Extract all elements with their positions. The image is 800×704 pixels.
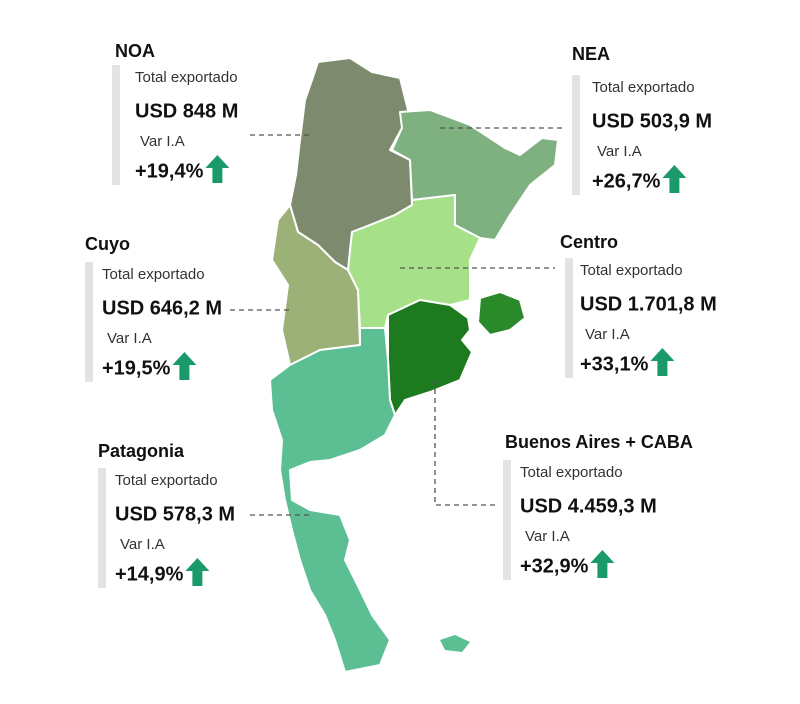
var-label: Var I.A bbox=[107, 330, 152, 347]
accent-bar bbox=[85, 262, 93, 382]
accent-bar bbox=[112, 65, 120, 185]
region-caba bbox=[477, 291, 526, 336]
var-value: +19,4% bbox=[135, 160, 204, 182]
up-arrow bbox=[650, 348, 675, 376]
map bbox=[269, 57, 559, 673]
accent-bar bbox=[565, 258, 573, 378]
region-name: Centro bbox=[560, 232, 618, 252]
leader-line bbox=[434, 380, 495, 506]
total-value: USD 646,2 M bbox=[102, 297, 222, 319]
total-label: Total exportado bbox=[115, 472, 218, 489]
total-label: Total exportado bbox=[580, 262, 683, 279]
region-patagonia bbox=[269, 327, 396, 673]
total-value: USD 4.459,3 M bbox=[520, 495, 657, 517]
total-value: USD 1.701,8 M bbox=[580, 293, 717, 315]
var-label: Var I.A bbox=[525, 528, 570, 545]
accent-bar bbox=[98, 468, 106, 588]
up-arrow bbox=[662, 165, 687, 193]
region-centro bbox=[347, 194, 481, 329]
var-label: Var I.A bbox=[597, 143, 642, 160]
up-arrow bbox=[185, 558, 210, 586]
up-arrow bbox=[590, 550, 615, 578]
islands bbox=[440, 635, 470, 652]
labels: NOA Total exportado USD 848 M Var I.A +19,4%… bbox=[85, 41, 717, 588]
total-value: USD 578,3 M bbox=[115, 503, 235, 525]
total-value: USD 503,9 M bbox=[592, 110, 712, 132]
up-arrow bbox=[172, 352, 197, 380]
region-name: NOA bbox=[115, 41, 155, 61]
total-label: Total exportado bbox=[592, 79, 695, 96]
var-value: +14,9% bbox=[115, 563, 184, 585]
var-value: +32,9% bbox=[520, 555, 589, 577]
region-name: Patagonia bbox=[98, 441, 185, 461]
up-arrow bbox=[205, 155, 230, 183]
accent-bar bbox=[503, 460, 511, 580]
total-label: Total exportado bbox=[520, 464, 623, 481]
region-name: Buenos Aires + CABA bbox=[505, 432, 693, 452]
region-name: Cuyo bbox=[85, 234, 130, 254]
var-label: Var I.A bbox=[140, 133, 185, 150]
var-value: +33,1% bbox=[580, 353, 649, 375]
var-label: Var I.A bbox=[120, 536, 165, 553]
var-value: +19,5% bbox=[102, 357, 171, 379]
total-label: Total exportado bbox=[135, 69, 238, 86]
region-buenos-aires bbox=[387, 299, 473, 416]
region-nea bbox=[391, 109, 559, 241]
region-name: NEA bbox=[572, 44, 610, 64]
total-label: Total exportado bbox=[102, 266, 205, 283]
total-value: USD 848 M bbox=[135, 100, 238, 122]
var-value: +26,7% bbox=[592, 170, 661, 192]
var-label: Var I.A bbox=[585, 326, 630, 343]
accent-bar bbox=[572, 75, 580, 195]
